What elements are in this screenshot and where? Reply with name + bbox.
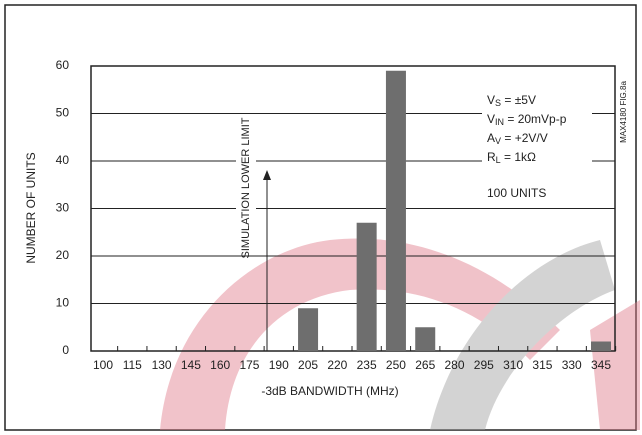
units-note: 100 UNITS bbox=[487, 186, 546, 200]
condition-subscript: L bbox=[496, 155, 501, 165]
x-tick-label: 160 bbox=[210, 358, 230, 372]
x-tick-label: 345 bbox=[591, 358, 611, 372]
conditions-bg bbox=[482, 88, 592, 203]
x-tick-label: 250 bbox=[386, 358, 406, 372]
x-tick-label: 295 bbox=[474, 358, 494, 372]
x-tick-label: 265 bbox=[415, 358, 435, 372]
condition-symbol: A bbox=[487, 131, 495, 145]
condition-subscript: V bbox=[495, 136, 501, 146]
condition: RL = 1kΩ bbox=[487, 150, 536, 165]
x-tick-label: 145 bbox=[181, 358, 201, 372]
y-tick-label: 10 bbox=[56, 296, 70, 310]
y-tick-label: 30 bbox=[56, 201, 70, 215]
condition-value: = 1kΩ bbox=[501, 150, 536, 164]
figure-id: MAX4180 FIG.8a bbox=[619, 81, 628, 143]
x-tick-label: 315 bbox=[532, 358, 552, 372]
condition: VIN = 20mVp-p bbox=[487, 112, 567, 127]
y-tick-label: 20 bbox=[56, 248, 70, 262]
x-tick-label: 205 bbox=[298, 358, 318, 372]
condition-symbol: V bbox=[487, 112, 495, 126]
y-tick-label: 60 bbox=[56, 58, 70, 72]
y-axis-title: NUMBER OF UNITS bbox=[24, 152, 38, 263]
y-tick-label: 0 bbox=[62, 343, 69, 357]
condition-value: = 20mVp-p bbox=[504, 112, 567, 126]
x-tick-label: 280 bbox=[445, 358, 465, 372]
frame bbox=[4, 4, 637, 431]
x-tick-label: 130 bbox=[152, 358, 172, 372]
bar bbox=[385, 70, 406, 351]
y-tick-label: 50 bbox=[56, 106, 70, 120]
y-tick-label: 40 bbox=[56, 153, 70, 167]
bar bbox=[298, 308, 319, 351]
condition: AV = +2V/V bbox=[487, 131, 548, 146]
condition-value: = ±5V bbox=[501, 93, 536, 107]
bar bbox=[591, 341, 611, 351]
x-tick-label: 100 bbox=[93, 358, 113, 372]
x-tick-label: 190 bbox=[269, 358, 289, 372]
condition-value: = +2V/V bbox=[501, 131, 548, 145]
condition-symbol: V bbox=[487, 93, 495, 107]
annotation-bg bbox=[236, 140, 256, 230]
bar bbox=[415, 327, 436, 351]
bar bbox=[356, 222, 377, 351]
x-tick-label: 175 bbox=[239, 358, 259, 372]
watermark bbox=[160, 238, 640, 430]
x-axis-title: -3dB BANDWIDTH (MHz) bbox=[261, 384, 398, 398]
arrow-head bbox=[263, 170, 271, 180]
condition-subscript: IN bbox=[495, 117, 504, 127]
x-tick-label: 220 bbox=[327, 358, 347, 372]
condition-subscript: S bbox=[495, 98, 501, 108]
condition-symbol: R bbox=[487, 150, 496, 164]
x-tick-label: 115 bbox=[123, 358, 142, 372]
condition: VS = ±5V bbox=[487, 93, 536, 108]
annotation: SIMULATION LOWER LIMIT bbox=[240, 117, 252, 258]
x-tick-label: 330 bbox=[562, 358, 582, 372]
x-tick-label: 235 bbox=[357, 358, 377, 372]
labels: 0 10 20 30 40 50 60 100 115 130 145 160 175 190 205 220… bbox=[56, 58, 612, 372]
x-tick-label: 310 bbox=[503, 358, 523, 372]
marks bbox=[298, 70, 611, 351]
